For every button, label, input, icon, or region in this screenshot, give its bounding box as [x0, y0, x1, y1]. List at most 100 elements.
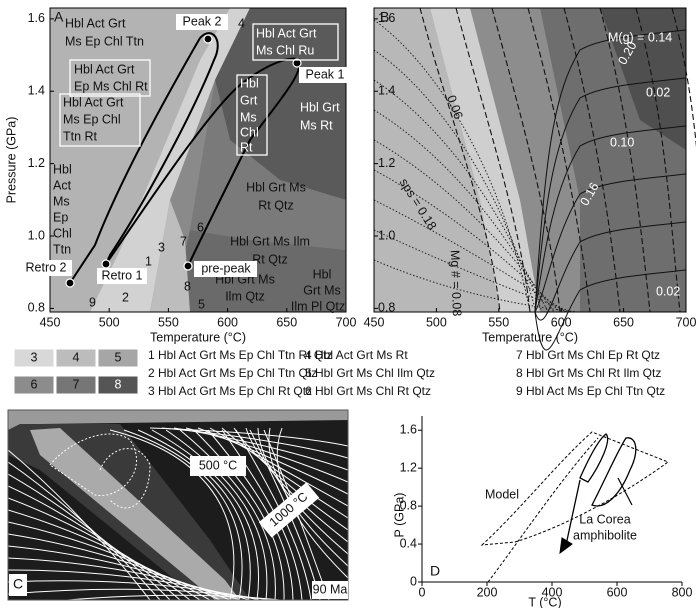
legend-entry: 5 Hbl Grt Ms Chl Ilm Qtz: [305, 366, 435, 380]
annotation: Model: [485, 487, 519, 501]
x-axis-title: Temperature (°C): [150, 330, 246, 344]
panel-letter: A: [54, 9, 64, 25]
y-tick-label: 1.0: [28, 228, 45, 242]
figure: A Hbl Act Grt Ms Ep Chl Ttn Hbl Act Grt …: [0, 0, 696, 608]
y-tick-label: 0: [410, 574, 417, 588]
y-tick-label: 1.6: [28, 11, 45, 25]
y-tick-label: 0.8: [28, 301, 45, 315]
x-axis-title: Temperature (°C): [482, 330, 578, 344]
field-label: Hbl Act Grt: [65, 16, 126, 30]
field-label: Hbl: [240, 76, 259, 90]
field-number: 4: [238, 16, 245, 30]
y-tick-label: 1.6: [400, 423, 417, 437]
field-label: Hbl Grt: [300, 100, 340, 114]
legend-entry: 9 Hbl Act Ms Ep Chl Ttn Qtz: [516, 384, 665, 398]
x-axis-title: T (°C): [528, 595, 561, 608]
y-tick-label: 1.6: [378, 11, 395, 25]
swatch-label: 3: [31, 350, 38, 364]
x-tick-label: 600: [607, 585, 628, 599]
field-label: Hbl Act Grt: [74, 62, 135, 76]
field-number: 3: [158, 240, 165, 254]
field-number: 7: [180, 234, 187, 248]
field-label: Ms: [240, 110, 257, 124]
point-label: Retro 1: [102, 268, 143, 282]
x-tick-label: 700: [676, 315, 696, 329]
panel-letter: C: [13, 576, 23, 592]
x-tick-label: 600: [217, 315, 238, 329]
field-label: Hbl: [53, 162, 72, 176]
field-number: 1: [145, 254, 152, 268]
legend-entry: 7 Hbl Grt Ms Chl Ep Rt Qtz: [516, 348, 660, 362]
field-label: Ms Chl Ru: [256, 43, 314, 57]
field-number: 5: [198, 297, 205, 311]
contour-label: M(g) = 0.14: [608, 30, 672, 44]
x-tick-label: 500: [99, 315, 120, 329]
field-label: Rt: [240, 140, 253, 154]
field-label: Ttn Rt: [63, 129, 98, 143]
x-tick-label: 800: [672, 585, 693, 599]
x-tick-label: 550: [488, 315, 509, 329]
swatch-label: 8: [115, 377, 122, 391]
y-tick-label: 1.2: [378, 156, 395, 170]
field-label: Rt Qtz: [252, 252, 287, 266]
x-tick-label: 550: [158, 315, 179, 329]
point-label: pre-peak: [201, 261, 251, 275]
x-tick-label: 700: [336, 315, 357, 329]
y-tick-label: 1.4: [28, 84, 45, 98]
legend-entry: 3 Hbl Act Grt Ms Ep Chl Rt Qtz: [148, 384, 312, 398]
legend-entry: 2 Hbl Act Grt Ms Ep Chl Ttn Qtz: [148, 366, 317, 380]
field-label: Hbl Grt Ms: [246, 180, 306, 194]
field-label: Hbl Grt Ms Ilm: [230, 234, 310, 248]
y-tick-label: 1.0: [378, 228, 395, 242]
field-number: 6: [197, 220, 204, 234]
annotation: La Corea: [579, 512, 630, 526]
legend-entry: 6 Hbl Grt Ms Chl Rt Qtz: [305, 384, 431, 398]
field-label: Chl: [240, 125, 259, 139]
field-label: Ms Ep Chl: [63, 112, 121, 126]
field-label: Rt Qtz: [258, 198, 293, 212]
y-tick-label: 1.4: [378, 84, 395, 98]
field-label: Ilm Pl Qtz: [291, 299, 345, 313]
panel-letter: D: [430, 563, 440, 579]
field-label: Grt: [240, 93, 258, 107]
contour-label: 0.02: [656, 284, 680, 298]
panel-d-paths: [422, 416, 682, 582]
swatch-label: 4: [73, 350, 80, 364]
field-label: Chl: [53, 226, 72, 240]
panel-b-fields: [374, 8, 686, 312]
field-label: Hbl Act Grt: [63, 95, 124, 109]
field-label: Hbl: [313, 267, 332, 281]
field-label: Ttn: [53, 242, 71, 256]
swatch-label: 7: [73, 377, 80, 391]
field-number: 8: [184, 279, 191, 293]
field-label: Ms Ep Chl Ttn: [65, 34, 144, 48]
annotation: amphibolite: [573, 528, 637, 542]
contour-label: 0.10: [610, 135, 634, 149]
contour-label: 0.02: [646, 85, 670, 99]
isotherm-label: 500 °C: [199, 458, 237, 472]
x-tick-label: 600: [551, 315, 572, 329]
x-tick-label: 450: [40, 315, 61, 329]
field-label: Ep: [53, 210, 68, 224]
field-label: Ms: [53, 194, 70, 208]
legend-entry: 4 Hbl Act Grt Ms Rt: [305, 348, 408, 362]
age-label: 90 Ma: [313, 582, 348, 596]
x-tick-label: 450: [364, 315, 385, 329]
y-tick-label: 0.4: [400, 536, 417, 550]
field-label: Ilm Qtz: [225, 289, 265, 303]
point-label: Peak 1: [306, 67, 345, 81]
x-tick-label: 200: [477, 585, 498, 599]
x-tick-label: 650: [613, 315, 634, 329]
field-label: Ep Ms Chl Rt: [74, 79, 148, 93]
contour-label: Mg # = 0.08: [448, 250, 464, 317]
field-number: 9: [89, 295, 96, 309]
legend: 3 4 5 6 7 8 1 Hbl Act Grt Ms Ep Chl Ttn …: [14, 348, 665, 398]
field-label: Hbl Act Grt: [256, 26, 317, 40]
field-label: Grt Ms: [303, 283, 341, 297]
y-tick-label: 0.8: [378, 301, 395, 315]
y-tick-label: 1.2: [28, 156, 45, 170]
y-tick-label: 1.2: [400, 460, 417, 474]
field-label: Act: [53, 178, 72, 192]
x-tick-label: 500: [426, 315, 447, 329]
legend-entry: 8 Hbl Grt Ms Chl Rt Ilm Qtz: [516, 366, 661, 380]
